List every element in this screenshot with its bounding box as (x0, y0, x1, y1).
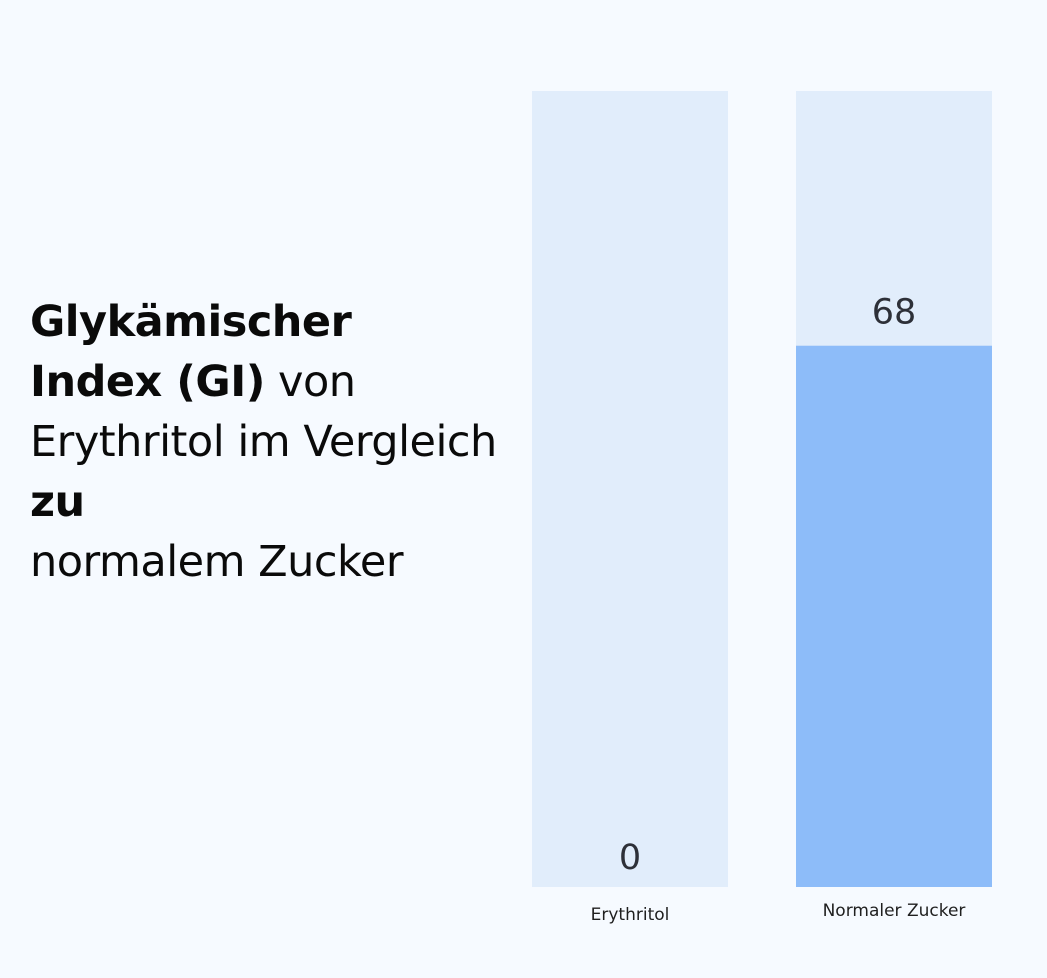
title-line-4: zu (30, 472, 520, 532)
title-line-5: normalem Zucker (30, 532, 520, 592)
title-bold-index: Index (GI) (30, 357, 265, 407)
title-bold-glykaemischer: Glykämischer (30, 297, 352, 347)
title-bold-zu: zu (30, 477, 85, 527)
bar-value-label-erythritol: 0 (619, 838, 641, 878)
title-line-3: Erythritol im Vergleich (30, 412, 520, 472)
title-line-1: Glykämischer (30, 292, 520, 352)
title-light-von: von (264, 357, 356, 407)
category-label-erythritol: Erythritol (591, 905, 670, 925)
bar-value-label-normaler-zucker: 68 (872, 293, 917, 333)
category-label-normaler-zucker: Normaler Zucker (823, 901, 966, 921)
title-light-normalem-zucker: normalem Zucker (30, 537, 404, 587)
title-light-erythritol: Erythritol im Vergleich (30, 417, 497, 467)
bar-track-erythritol (532, 91, 728, 887)
bar-normaler-zucker (796, 345, 992, 888)
title-line-2: Index (GI) von (30, 352, 520, 412)
chart-title: Glykämischer Index (GI) von Erythritol i… (30, 292, 520, 592)
